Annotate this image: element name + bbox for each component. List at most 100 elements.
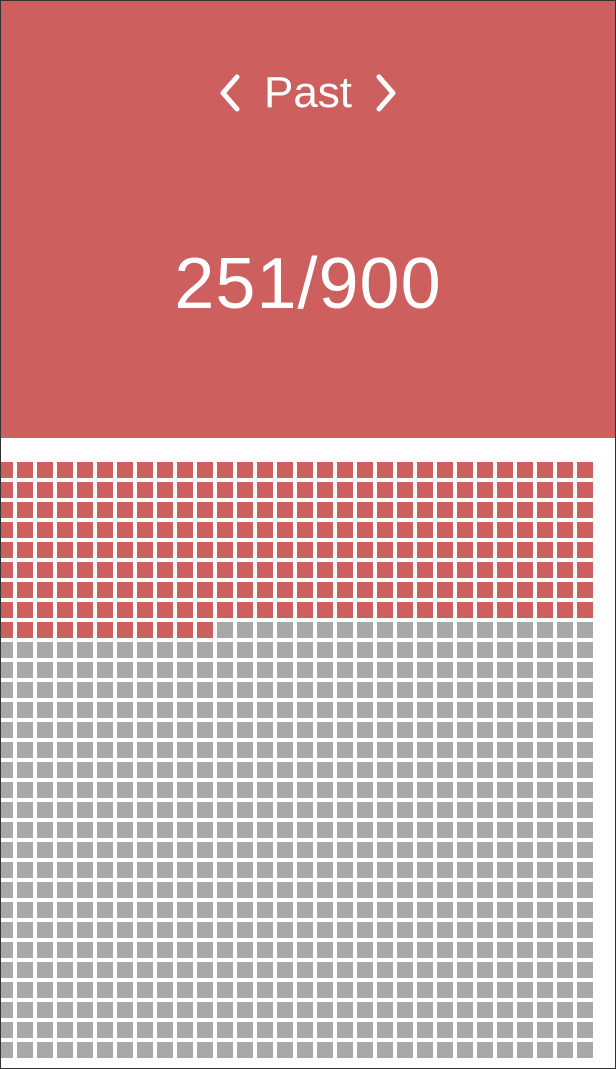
empty-cell [1,822,13,838]
empty-cell [197,662,213,678]
filled-cell [197,542,213,558]
filled-cell [157,602,173,618]
empty-cell [17,842,33,858]
empty-cell [237,762,253,778]
filled-cell [517,582,533,598]
empty-cell [317,702,333,718]
filled-cell [197,522,213,538]
empty-cell [137,962,153,978]
empty-cell [237,862,253,878]
filled-cell [117,542,133,558]
filled-cell [257,522,273,538]
empty-cell [337,922,353,938]
chevron-left-icon[interactable] [210,63,250,123]
empty-cell [577,1002,593,1018]
filled-cell [37,462,53,478]
filled-cell [57,602,73,618]
filled-cell [317,482,333,498]
empty-cell [417,722,433,738]
empty-cell [437,982,453,998]
empty-cell [497,842,513,858]
filled-cell [377,482,393,498]
empty-cell [297,662,313,678]
empty-cell [577,662,593,678]
empty-cell [337,782,353,798]
empty-cell [137,1042,153,1058]
filled-cell [1,622,13,638]
filled-cell [97,602,113,618]
empty-cell [257,922,273,938]
empty-cell [157,902,173,918]
empty-cell [477,1022,493,1038]
empty-cell [557,802,573,818]
empty-cell [497,922,513,938]
filled-cell [237,522,253,538]
empty-cell [357,1002,373,1018]
filled-cell [137,622,153,638]
empty-cell [417,1022,433,1038]
filled-cell [57,522,73,538]
filled-cell [317,522,333,538]
chevron-right-icon[interactable] [366,63,406,123]
empty-cell [337,622,353,638]
empty-cell [157,982,173,998]
empty-cell [457,682,473,698]
empty-cell [157,922,173,938]
empty-cell [137,722,153,738]
empty-cell [257,982,273,998]
filled-cell [377,562,393,578]
empty-cell [157,962,173,978]
empty-cell [277,762,293,778]
filled-cell [137,582,153,598]
empty-cell [317,722,333,738]
filled-cell [537,522,553,538]
filled-cell [137,602,153,618]
empty-cell [77,882,93,898]
empty-cell [77,862,93,878]
empty-cell [557,622,573,638]
empty-cell [57,802,73,818]
filled-cell [77,502,93,518]
empty-cell [37,682,53,698]
filled-cell [417,582,433,598]
filled-cell [117,482,133,498]
empty-cell [237,622,253,638]
empty-cell [437,882,453,898]
empty-cell [317,682,333,698]
empty-cell [437,682,453,698]
empty-cell [457,622,473,638]
filled-cell [57,622,73,638]
filled-cell [457,522,473,538]
empty-cell [317,862,333,878]
filled-cell [477,462,493,478]
filled-cell [197,562,213,578]
empty-cell [277,782,293,798]
filled-cell [1,602,13,618]
empty-cell [357,682,373,698]
filled-cell [57,562,73,578]
empty-cell [37,842,53,858]
empty-cell [557,982,573,998]
empty-cell [537,902,553,918]
empty-cell [577,702,593,718]
filled-cell [497,582,513,598]
filled-cell [117,602,133,618]
empty-cell [157,862,173,878]
filled-cell [337,482,353,498]
empty-cell [257,642,273,658]
filled-cell [137,522,153,538]
filled-cell [437,602,453,618]
empty-cell [17,802,33,818]
empty-cell [37,922,53,938]
filled-cell [37,482,53,498]
empty-cell [117,802,133,818]
empty-cell [77,982,93,998]
filled-cell [1,502,13,518]
empty-cell [377,762,393,778]
empty-cell [377,962,393,978]
filled-cell [517,602,533,618]
empty-cell [317,1002,333,1018]
filled-cell [437,562,453,578]
empty-cell [477,822,493,838]
filled-cell [217,602,233,618]
